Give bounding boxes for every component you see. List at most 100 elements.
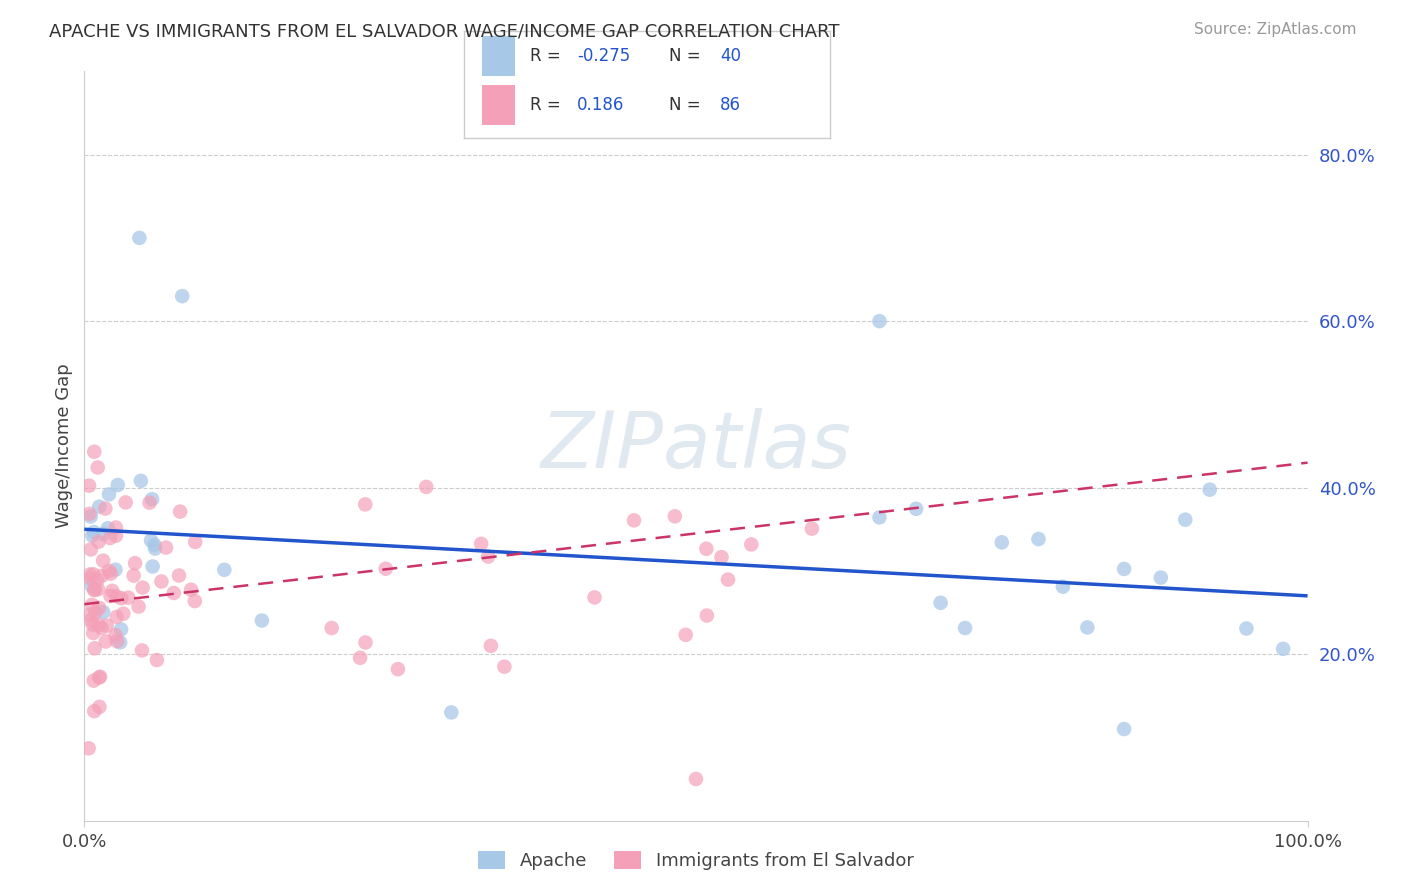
Point (214, 563, 236, 577)
Point (124, 556, 146, 570)
Point (131, 643, 153, 657)
Point (79, 507, 101, 521)
Point (79, 607, 101, 622)
Text: -0.275: -0.275 (578, 47, 630, 65)
Point (685, 772, 707, 786)
Point (101, 583, 124, 598)
Point (143, 541, 166, 556)
Point (695, 541, 717, 556)
Point (105, 610, 128, 624)
Point (1052, 580, 1074, 594)
Point (494, 659, 516, 673)
Point (374, 562, 396, 576)
Point (89, 699, 111, 714)
Text: R =: R = (530, 96, 565, 114)
Point (97, 487, 120, 501)
Point (97, 564, 120, 578)
Point (97, 521, 120, 535)
Point (440, 706, 463, 720)
Text: 86: 86 (720, 96, 741, 114)
Point (143, 538, 166, 552)
Point (167, 568, 190, 582)
Text: ZIPatlas: ZIPatlas (540, 408, 852, 484)
Point (79, 571, 101, 585)
Point (82, 626, 104, 640)
Point (110, 591, 132, 606)
Point (155, 541, 177, 555)
Point (953, 621, 976, 635)
Point (104, 563, 127, 577)
Point (80, 613, 103, 627)
Legend: Apache, Immigrants from El Salvador: Apache, Immigrants from El Salvador (470, 842, 922, 879)
Point (131, 581, 153, 595)
Point (83, 582, 105, 597)
Point (91, 554, 114, 568)
Text: 0.186: 0.186 (578, 96, 624, 114)
Point (89, 670, 111, 684)
Point (1028, 532, 1050, 546)
Point (129, 474, 152, 488)
Point (83, 704, 105, 718)
Point (82, 528, 104, 542)
Point (623, 513, 645, 527)
Point (583, 591, 606, 605)
Text: Source: ZipAtlas.com: Source: ZipAtlas.com (1194, 22, 1357, 37)
Point (349, 650, 371, 665)
Point (100, 589, 122, 603)
Point (1174, 513, 1197, 527)
Point (869, 314, 891, 328)
Point (184, 535, 207, 549)
Point (710, 550, 733, 565)
Point (104, 520, 127, 534)
Point (387, 662, 409, 676)
Point (122, 568, 145, 582)
Point (354, 635, 377, 649)
Point (98, 531, 121, 545)
Point (800, 522, 823, 536)
Point (82, 567, 104, 582)
Point (1114, 562, 1136, 576)
Point (250, 614, 273, 628)
Point (80, 509, 103, 524)
Point (96, 618, 118, 632)
Point (869, 510, 891, 524)
Point (110, 623, 132, 637)
Point (146, 653, 169, 667)
Point (138, 496, 160, 510)
Point (141, 492, 163, 507)
Point (107, 478, 129, 492)
Point (1198, 483, 1220, 497)
Point (1236, 622, 1258, 636)
Point (89, 500, 111, 514)
Point (321, 621, 343, 635)
Point (94, 501, 117, 516)
Point (89, 671, 111, 685)
Point (105, 634, 128, 648)
Point (717, 573, 740, 587)
Point (87, 600, 110, 615)
Bar (482, 85, 515, 126)
Point (479, 639, 502, 653)
Point (117, 591, 139, 605)
Y-axis label: Wage/Income Gap: Wage/Income Gap (55, 364, 73, 528)
Point (83, 444, 105, 458)
Point (93, 527, 115, 541)
Point (80, 598, 103, 612)
Point (80, 579, 103, 593)
Text: R =: R = (530, 47, 565, 65)
Point (77, 478, 100, 492)
Point (87, 582, 110, 597)
Point (929, 596, 952, 610)
Point (79, 567, 101, 582)
Point (91, 568, 114, 582)
Point (142, 559, 165, 574)
Point (150, 574, 173, 589)
Text: APACHE VS IMMIGRANTS FROM EL SALVADOR WAGE/INCOME GAP CORRELATION CHART: APACHE VS IMMIGRANTS FROM EL SALVADOR WA… (49, 22, 839, 40)
Point (77, 741, 100, 756)
Point (86, 460, 108, 475)
Point (664, 509, 686, 524)
Point (86, 573, 108, 587)
Point (905, 501, 928, 516)
Point (696, 608, 718, 623)
Point (90, 621, 112, 635)
